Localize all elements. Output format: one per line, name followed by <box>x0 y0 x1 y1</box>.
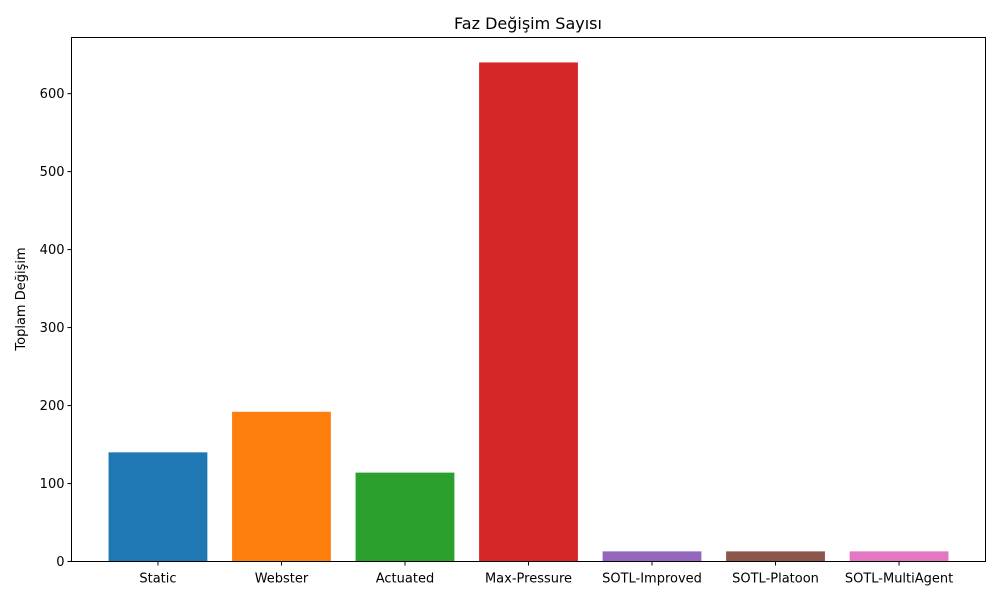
y-tick-label: 0 <box>56 555 64 570</box>
bar-sotl-platoon <box>726 551 825 562</box>
x-tick-label: Actuated <box>376 572 434 587</box>
y-tick-label: 400 <box>40 243 65 258</box>
y-axis-label: Toplam Değişim <box>14 247 29 351</box>
chart-title: Faz Değişim Sayısı <box>454 14 602 33</box>
y-tick-label: 300 <box>40 321 65 336</box>
x-tick-label: SOTL-Improved <box>602 572 702 587</box>
y-tick-label: 100 <box>40 477 65 492</box>
bar-sotl-multiagent <box>849 551 949 562</box>
bars-group <box>108 62 949 562</box>
y-tick-label: 200 <box>40 399 65 414</box>
bar-max-pressure <box>479 62 578 562</box>
y-tick-label: 600 <box>40 87 65 102</box>
x-tick-label: SOTL-MultiAgent <box>845 572 953 587</box>
x-axis-ticks: Static Webster Actuated Max-Pressure SOTL-Im… <box>139 561 953 587</box>
x-tick-label: Webster <box>255 572 309 587</box>
bar-static <box>108 452 208 562</box>
y-tick-label: 500 <box>40 165 65 180</box>
plot-frame <box>71 37 986 562</box>
y-axis-ticks: 0 100 200 300 400 500 600 <box>40 87 72 570</box>
bar-webster <box>232 411 331 562</box>
x-tick-label: Static <box>139 572 176 587</box>
bar-sotl-improved <box>602 551 702 562</box>
x-tick-label: SOTL-Platoon <box>732 572 819 587</box>
bar-actuated <box>355 472 455 562</box>
x-tick-label: Max-Pressure <box>485 572 572 587</box>
